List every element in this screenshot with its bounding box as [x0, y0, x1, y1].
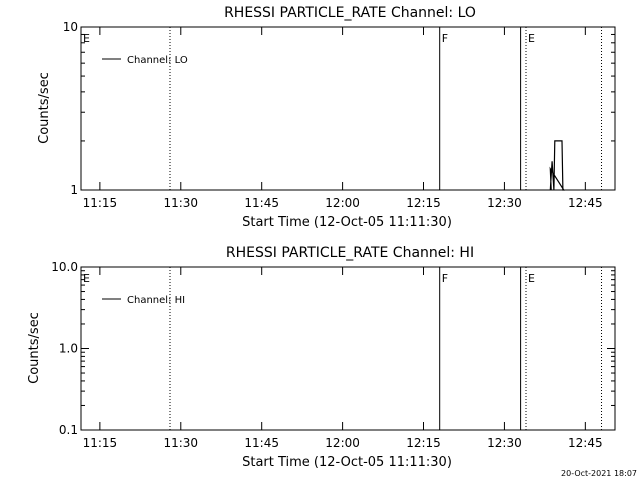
x-tick-label: 12:15: [406, 436, 441, 450]
event-marker-label: E: [528, 32, 535, 45]
x-tick-label: 11:45: [244, 196, 279, 210]
x-tick-label: 12:45: [568, 436, 603, 450]
panel-hi: RHESSI PARTICLE_RATE Channel: HI Counts/…: [27, 245, 616, 470]
x-tick-label: 12:30: [487, 196, 522, 210]
legend-label: Channel: HI: [127, 295, 185, 306]
event-marker-label: E: [83, 272, 90, 285]
x-tick-label: 11:30: [163, 196, 198, 210]
x-tick-label: 12:00: [325, 436, 360, 450]
x-ticks: 11:15 11:30 11:45 12:00 12:15 12:30 12:45: [83, 267, 603, 450]
x-axis-label: Start Time (12-Oct-05 11:11:30): [242, 455, 452, 470]
generated-timestamp: 20-Oct-2021 18:07: [561, 469, 637, 478]
chart-title: RHESSI PARTICLE_RATE Channel: LO: [224, 5, 476, 21]
y-axis-label: Counts/sec: [37, 72, 52, 144]
x-tick-label: 11:45: [244, 436, 279, 450]
event-marker-label: F: [442, 272, 448, 285]
x-tick-label: 12:00: [325, 196, 360, 210]
y-tick-label: 10: [63, 20, 78, 34]
x-axis-label: Start Time (12-Oct-05 11:11:30): [242, 215, 452, 230]
panel-lo: RHESSI PARTICLE_RATE Channel: LO Counts/…: [37, 5, 616, 230]
legend-label: Channel: LO: [127, 55, 188, 66]
x-tick-label: 11:15: [83, 436, 118, 450]
y-tick-label: 1.0: [59, 342, 78, 356]
x-tick-label: 11:15: [83, 196, 118, 210]
event-marker-label: E: [528, 272, 535, 285]
data-series: [549, 140, 565, 191]
x-tick-label: 11:30: [163, 436, 198, 450]
event-marker-label: E: [83, 32, 90, 45]
event-marker-label: F: [442, 32, 448, 45]
legend: Channel: LO: [102, 55, 188, 66]
series-line: [549, 140, 565, 191]
x-tick-label: 12:45: [568, 196, 603, 210]
y-ticks: 1 10: [63, 20, 615, 197]
y-tick-label: 1: [70, 183, 78, 197]
y-tick-label: 10.0: [51, 260, 78, 274]
y-ticks: 0.1 1.0 10.0: [51, 260, 615, 437]
y-axis-label: Counts/sec: [27, 312, 42, 384]
x-tick-label: 12:15: [406, 196, 441, 210]
x-tick-label: 12:30: [487, 436, 522, 450]
legend: Channel: HI: [102, 295, 185, 306]
y-tick-label: 0.1: [59, 423, 78, 437]
x-ticks: 11:15 11:30 11:45 12:00 12:15 12:30 12:45: [83, 27, 603, 210]
chart-title: RHESSI PARTICLE_RATE Channel: HI: [226, 245, 474, 261]
